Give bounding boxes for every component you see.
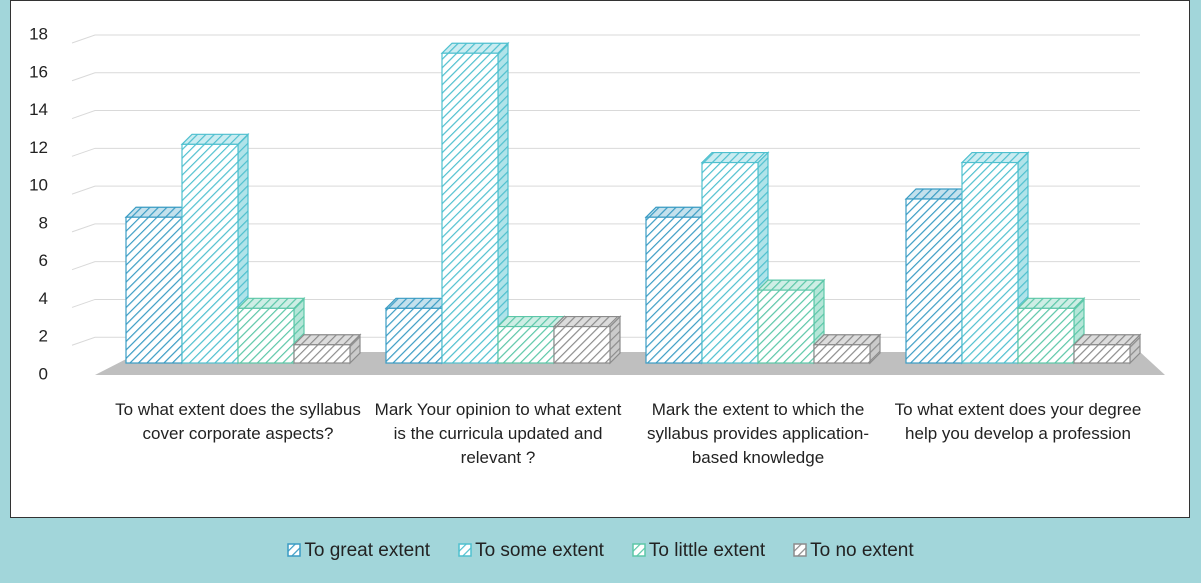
bar-top-shade — [126, 207, 192, 218]
bar-front — [813, 344, 871, 364]
bar-top-shade — [554, 316, 620, 327]
bar — [292, 333, 362, 365]
bar — [1072, 333, 1142, 365]
bar-top-shade — [758, 280, 824, 291]
grid-line — [71, 223, 1140, 233]
bar — [236, 296, 306, 365]
legend-label: To some extent — [475, 540, 604, 561]
bar-top-shade — [1074, 334, 1140, 345]
bar-front — [905, 198, 963, 364]
grid-line — [71, 72, 1140, 82]
bar-front — [125, 216, 183, 364]
bar-front — [1017, 307, 1075, 364]
x-tick-label: Mark Your opinion to what extent is the … — [374, 400, 622, 467]
bar-top-shade — [498, 316, 564, 327]
legend: To great extent To some extent To little e… — [0, 540, 1201, 562]
bar-top-shade — [294, 334, 360, 345]
bar-top-shade — [906, 189, 972, 199]
y-tick-label: 8 — [39, 213, 48, 232]
bar-front — [645, 216, 703, 364]
bar-front — [757, 289, 815, 364]
y-tick-label: 14 — [29, 100, 48, 119]
bar-side-shade — [498, 43, 508, 363]
legend-label: To great extent — [304, 540, 431, 561]
x-tick-label: To what extent does the syllabus cover c… — [115, 400, 361, 443]
legend-label: To no extent — [810, 540, 914, 561]
legend-item: To some extent — [458, 540, 604, 562]
bar-top-shade — [962, 152, 1028, 163]
legend-label: To little extent — [648, 540, 766, 561]
y-tick-label: 6 — [39, 251, 48, 270]
bar — [552, 315, 622, 365]
y-tick-label: 16 — [29, 62, 48, 81]
grid-line — [71, 110, 1140, 120]
y-tick-label: 18 — [29, 24, 48, 43]
bar-front — [181, 143, 239, 364]
legend-swatch — [632, 543, 646, 557]
y-tick-label: 12 — [29, 138, 48, 157]
x-tick-label: Mark the extent to which the syllabus pr… — [646, 400, 870, 467]
bar-top-shade — [182, 134, 248, 145]
bar-front — [293, 344, 351, 364]
grid-line — [71, 261, 1140, 271]
bar-top-shade — [646, 207, 712, 218]
bar-side-shade — [1130, 334, 1140, 363]
bar-front — [553, 325, 611, 364]
bar-front — [385, 307, 443, 364]
y-tick-label: 10 — [29, 176, 48, 195]
bar-side-shade — [870, 334, 880, 363]
y-tick-label: 2 — [39, 327, 48, 346]
y-tick-label: 0 — [39, 364, 48, 383]
bar-side-shade — [610, 316, 620, 363]
bar-front — [961, 161, 1019, 364]
bar-front — [497, 325, 555, 364]
bar-front — [441, 52, 499, 364]
bar — [960, 151, 1030, 365]
legend-item: To no extent — [793, 540, 914, 562]
x-tick-label: To what extent does your degree help you… — [894, 400, 1142, 443]
bar-top-shade — [814, 334, 880, 345]
bar-top-shade — [386, 298, 452, 309]
legend-swatch — [287, 543, 302, 557]
bar-front — [701, 161, 759, 364]
bar-top-shade — [238, 298, 304, 309]
bar-top-shade — [442, 43, 508, 54]
floor — [95, 352, 1165, 375]
bar-side-shade — [350, 334, 360, 363]
y-tick-label: 4 — [39, 289, 48, 308]
legend-swatch — [793, 543, 807, 557]
grid-line — [71, 34, 1140, 44]
bar — [812, 333, 882, 365]
grid-line — [71, 147, 1140, 157]
bar-front — [237, 307, 295, 364]
bar — [440, 41, 510, 365]
grid-line — [71, 185, 1140, 195]
legend-item: To little extent — [632, 540, 765, 562]
bar-front — [1073, 344, 1131, 364]
legend-swatch — [458, 543, 472, 557]
bar — [1016, 296, 1086, 365]
bar-top-shade — [1018, 298, 1084, 309]
bar-top-shade — [702, 152, 768, 163]
legend-item: To great extent — [287, 540, 430, 562]
